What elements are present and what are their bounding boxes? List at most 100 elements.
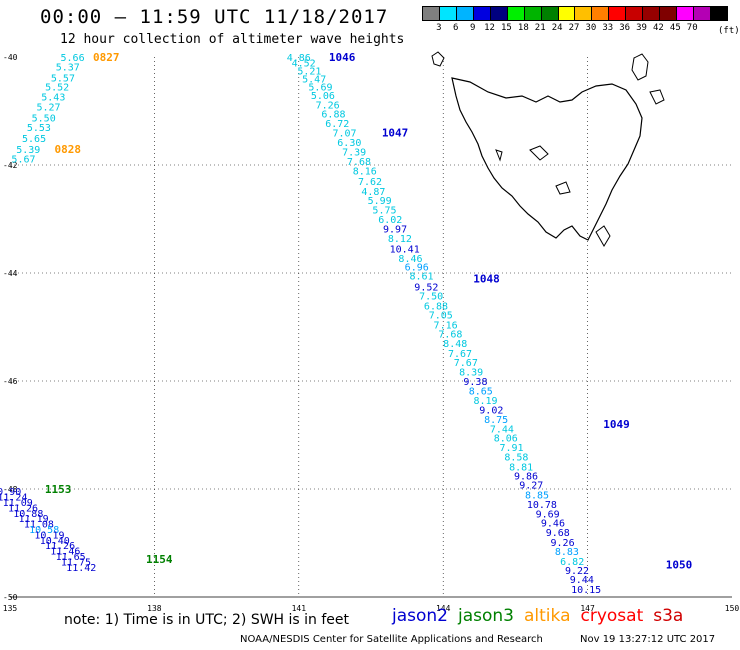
wave-height-value: 9.02 — [479, 406, 503, 417]
wave-height-value: 5.66 — [61, 53, 85, 64]
king-island — [431, 51, 445, 67]
tasmania-outline — [451, 77, 643, 241]
satellite-jason2: jason2 — [392, 606, 448, 626]
tasmania-inner-lakes — [495, 145, 571, 195]
pass-time-labels: 0827 0828 1046 1047 1048 1049 1050 1153 1154 — [45, 51, 692, 572]
wave-height-value: 5.53 — [27, 123, 51, 134]
wave-height-value: 7.26 — [316, 101, 340, 112]
wave-height-value: 8.12 — [388, 234, 412, 245]
legend-tick-label: 21 — [534, 23, 546, 33]
wave-height-value: 5.67 — [11, 155, 35, 166]
wave-height-value: 6.82 — [560, 557, 584, 568]
satellite-legend: jason2 jason3 altika cryosat s3a — [392, 606, 693, 626]
wave-height-value: 4.86 — [287, 53, 311, 64]
wave-height-value: 5.37 — [56, 63, 80, 74]
legend-swatch — [660, 7, 678, 20]
wave-height-value: 7.68 — [347, 157, 371, 168]
wave-height-value: 6.88 — [424, 301, 448, 312]
wave-height-value: 7.05 — [429, 311, 453, 322]
wave-height-value: 11.24 — [0, 493, 27, 504]
wave-height-value: 9.46 — [541, 518, 565, 529]
legend-swatch — [694, 7, 711, 20]
legend-tick-label: 24 — [551, 23, 563, 33]
wave-height-value: 11.09 — [3, 498, 33, 509]
wave-height-value: 8.39 — [459, 367, 483, 378]
wave-height-value: 7.39 — [342, 148, 366, 159]
wave-height-value: 10.78 — [527, 500, 557, 511]
legend-tick-label: 3 — [436, 23, 442, 33]
wave-height-value: 8.81 — [509, 462, 533, 473]
wave-height-value: 11.08 — [24, 520, 54, 531]
wave-height-value: 9.44 — [570, 575, 594, 586]
bruny-island — [595, 225, 611, 247]
lon-label: 144 — [436, 604, 451, 613]
wave-height-value: 11.26 — [45, 541, 75, 552]
legend-tick-label: 36 — [619, 23, 631, 33]
legend-unit: (ft) — [718, 26, 740, 36]
wave-height-value: 9.27 — [519, 481, 543, 492]
cape-barren-island — [649, 89, 665, 105]
pass-time-label: 1049 — [603, 418, 630, 431]
legend-tick-label: 70 — [686, 23, 698, 33]
pass-time-label: 1050 — [666, 559, 693, 572]
wave-height-value: 7.16 — [434, 320, 458, 331]
legend-swatch — [473, 7, 491, 20]
footer-note: note: 1) Time is in UTC; 2) SWH is in fe… — [64, 612, 350, 628]
legend-swatch — [609, 7, 627, 20]
lat-label: -44 — [3, 269, 18, 278]
lat-label: -40 — [3, 53, 18, 62]
wave-height-value: 4.87 — [361, 187, 385, 198]
wave-height-value: 5.39 — [16, 145, 40, 156]
pass-time-label: 1048 — [473, 272, 500, 285]
legend-swatch — [575, 7, 593, 20]
legend-swatch — [423, 7, 440, 20]
wave-height-value: 5.52 — [45, 83, 69, 94]
wave-height-value: 5.65 — [22, 134, 46, 145]
wave-height-value: 5.57 — [51, 74, 75, 85]
pass-time-label: 1154 — [146, 553, 173, 566]
lon-label: 147 — [580, 604, 595, 613]
wave-height-value: 8.46 — [398, 254, 422, 265]
wave-height-value: 5.43 — [41, 92, 65, 103]
flinders-island — [631, 53, 649, 81]
legend-swatch — [677, 7, 694, 20]
legend-swatch — [710, 7, 727, 20]
track-1153: 10.9011.2411.0911.2610.8811.1911.0810.58… — [0, 487, 96, 574]
legend-swatch — [626, 7, 644, 20]
lon-label: 150 — [725, 604, 740, 613]
wave-height-value: 7.91 — [500, 443, 524, 454]
wave-height-value: 7.62 — [358, 177, 382, 188]
wave-height-value: 5.69 — [308, 83, 332, 94]
wave-height-value: 10.90 — [0, 487, 21, 498]
lat-label: -48 — [3, 485, 18, 494]
wave-height-value: 7.68 — [438, 329, 462, 340]
wave-height-value: 11.19 — [19, 514, 49, 525]
wave-height-value: 8.61 — [409, 272, 433, 283]
wave-height-value: 8.06 — [494, 434, 518, 445]
lat-label: -50 — [3, 593, 18, 602]
legend-swatch — [592, 7, 610, 20]
wave-height-value: 8.19 — [474, 396, 498, 407]
map-title: 00:00 – 11:59 UTC 11/18/2017 — [40, 6, 389, 28]
wave-height-value: 5.47 — [302, 75, 326, 86]
credit-text: NOAA/NESDIS Center for Satellite Applica… — [240, 634, 543, 645]
wave-height-value: 8.58 — [504, 453, 528, 464]
satellite-altika: altika — [524, 606, 571, 626]
wave-height-value: 6.72 — [325, 119, 349, 130]
legend-swatch — [643, 7, 661, 20]
track-1046: 4.864.525.215.475.695.067.266.886.727.07… — [287, 53, 601, 596]
wave-height-value: 8.48 — [443, 339, 467, 350]
wave-height-value: 10.19 — [34, 530, 64, 541]
wave-height-value: 5.06 — [311, 91, 335, 102]
wave-height-value: 7.07 — [332, 129, 356, 140]
legend-swatch — [524, 7, 542, 20]
wave-height-value: 7.44 — [490, 425, 514, 436]
wave-height-value: 9.22 — [565, 566, 589, 577]
lon-label: 138 — [147, 604, 162, 613]
wave-height-value: 7.50 — [419, 292, 443, 303]
tasmania-coastline — [431, 51, 665, 247]
wave-height-value: 11.42 — [66, 563, 96, 574]
wave-height-value: 11.65 — [56, 552, 86, 563]
legend-swatch — [439, 7, 457, 20]
